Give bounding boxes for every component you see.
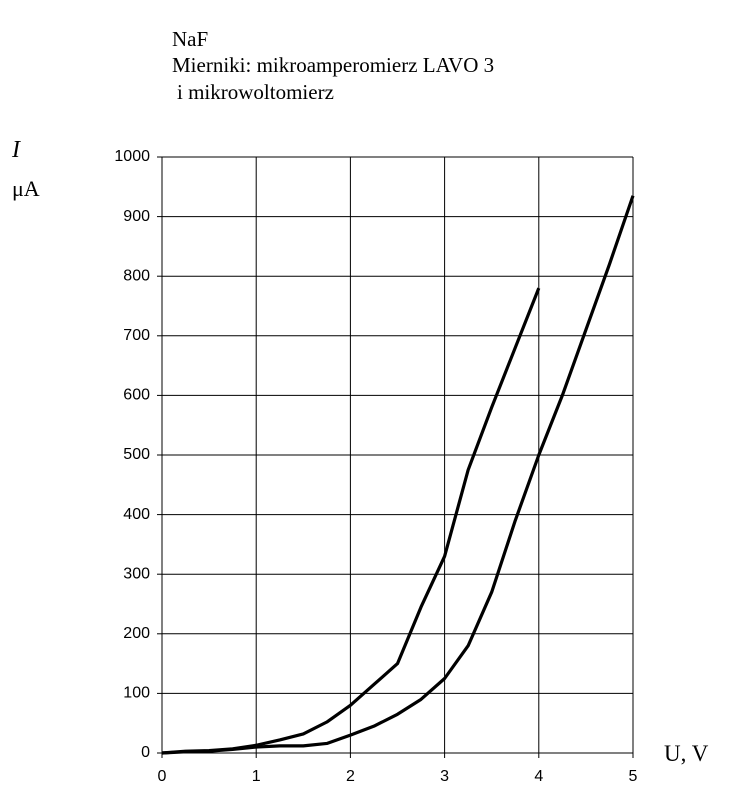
- y-tick-label: 200: [123, 625, 150, 642]
- y-tick-label: 400: [123, 506, 150, 523]
- x-tick-label: 2: [346, 768, 355, 785]
- x-tick-label: 0: [158, 768, 167, 785]
- y-tick-label: 0: [141, 744, 150, 761]
- y-tick-label: 300: [123, 565, 150, 582]
- y-tick-label: 800: [123, 267, 150, 284]
- y-axis-label: μA: [12, 176, 40, 201]
- x-tick-label: 1: [252, 768, 261, 785]
- y-tick-label: 1000: [114, 148, 150, 165]
- x-tick-label: 3: [440, 768, 449, 785]
- chart-title: NaF: [172, 27, 208, 51]
- x-tick-label: 5: [629, 768, 638, 785]
- y-tick-label: 600: [123, 387, 150, 404]
- y-tick-label: 500: [123, 446, 150, 463]
- chart-subtitle: i mikrowoltomierz: [177, 80, 334, 104]
- x-tick-label: 4: [534, 768, 543, 785]
- y-axis-label: I: [11, 137, 21, 163]
- data-line: [161, 195, 635, 755]
- y-tick-label: 100: [123, 685, 150, 702]
- y-tick-label: 900: [123, 208, 150, 225]
- x-axis-label: U, V: [664, 741, 709, 766]
- y-tick-label: 700: [123, 327, 150, 344]
- chart-subtitle: Mierniki: mikroamperomierz LAVO 3: [172, 53, 494, 77]
